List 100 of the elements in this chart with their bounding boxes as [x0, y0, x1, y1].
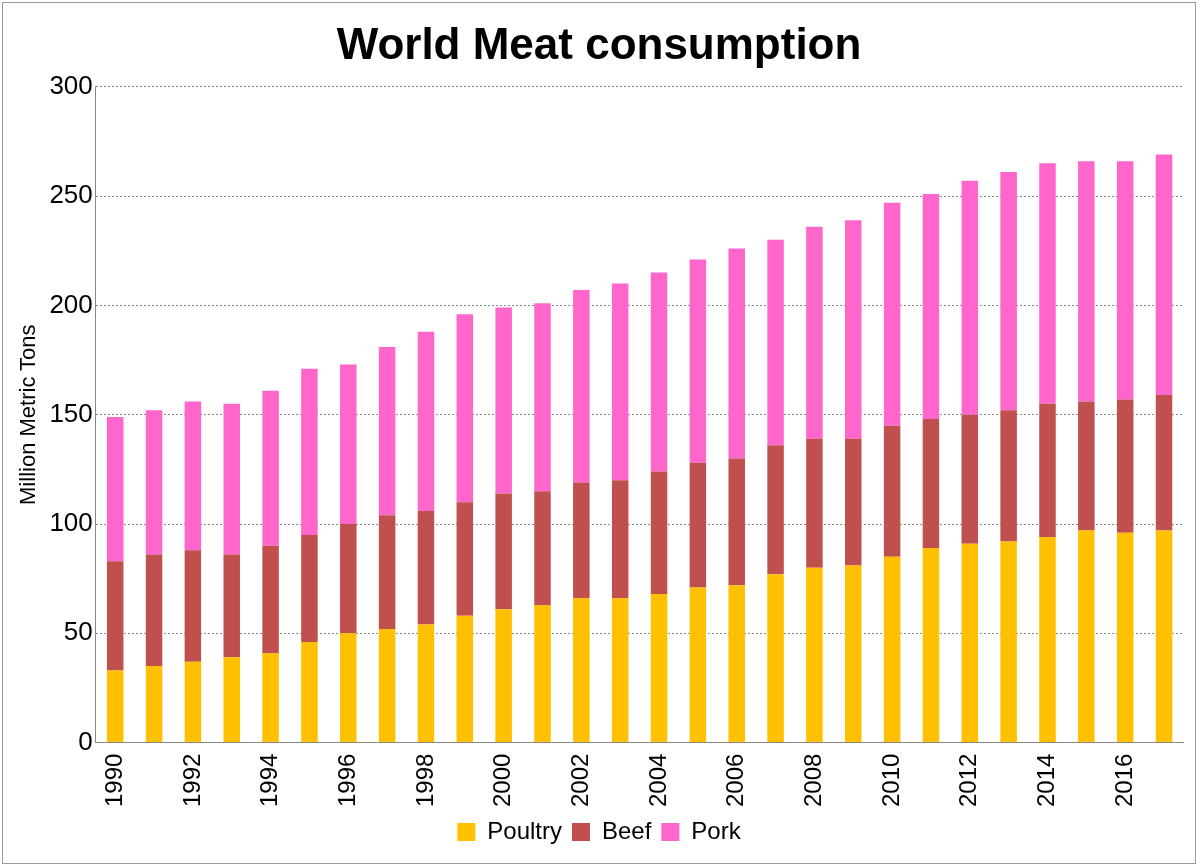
bar	[728, 585, 745, 743]
bar	[806, 226, 823, 439]
bar	[417, 510, 435, 625]
bar	[1155, 395, 1173, 531]
x-tick-label: 2006	[721, 753, 749, 807]
bar	[145, 410, 163, 555]
bar	[767, 239, 784, 446]
bar	[456, 314, 474, 503]
bar	[1000, 541, 1017, 743]
x-tick-label: 2008	[799, 753, 827, 807]
y-tick-label: 50	[63, 616, 93, 647]
x-tick-label: 2016	[1109, 753, 1137, 807]
bar	[378, 628, 396, 743]
bar	[1116, 161, 1134, 400]
bar	[573, 290, 590, 483]
bar	[961, 414, 979, 544]
bar	[611, 598, 629, 743]
bar	[728, 458, 745, 586]
bar	[883, 556, 901, 743]
bar	[106, 561, 124, 671]
x-tick-label: 2010	[876, 753, 904, 807]
legend-label: Pork	[691, 816, 742, 844]
bar	[1078, 401, 1095, 531]
bar	[1000, 172, 1017, 411]
legend-label: Poultry	[487, 816, 562, 844]
bar	[650, 471, 668, 594]
bar	[262, 545, 279, 653]
bar	[650, 272, 668, 472]
bar	[534, 604, 551, 743]
bar	[456, 615, 474, 743]
bar	[845, 565, 862, 743]
x-tick-label: 2012	[954, 753, 982, 807]
bar	[495, 493, 512, 610]
bar	[1000, 410, 1017, 542]
y-axis-title: Million Metric Tons	[15, 324, 41, 505]
bar	[495, 609, 512, 743]
bar	[340, 633, 357, 743]
bar	[223, 657, 240, 743]
bar	[806, 438, 823, 568]
bar	[417, 624, 435, 743]
bar	[223, 554, 240, 658]
bar	[1155, 154, 1173, 396]
bar	[145, 666, 163, 743]
bar	[184, 550, 202, 662]
bar	[767, 574, 784, 743]
y-tick-label: 150	[49, 397, 93, 428]
bar	[689, 259, 707, 463]
bar	[806, 567, 823, 743]
bar	[1078, 161, 1095, 402]
bar	[767, 445, 784, 575]
bar	[1155, 530, 1173, 743]
bar	[417, 331, 435, 511]
y-tick-label: 0	[78, 725, 93, 756]
y-tick-label: 300	[49, 69, 93, 100]
bar	[301, 534, 318, 643]
bar	[378, 515, 396, 629]
bar	[650, 593, 668, 743]
bar	[1039, 537, 1056, 743]
bar	[1039, 403, 1056, 538]
bar	[301, 368, 318, 535]
x-tick-label: 2000	[488, 753, 516, 807]
bar	[456, 502, 474, 616]
y-tick-label: 250	[49, 179, 93, 210]
bar	[340, 524, 357, 634]
bar	[845, 220, 862, 439]
legend-label: Beef	[601, 816, 652, 844]
bar	[883, 202, 901, 426]
bar	[922, 193, 940, 420]
bar	[689, 587, 707, 743]
bar	[922, 548, 940, 743]
chart-title: World Meat consumption	[336, 18, 862, 68]
bar	[534, 303, 551, 492]
x-tick-label: 1998	[410, 753, 438, 807]
bar	[1116, 399, 1134, 533]
bar	[961, 180, 979, 415]
bar	[1078, 530, 1095, 743]
x-tick-label: 2004	[643, 753, 671, 807]
bar	[573, 598, 590, 743]
bar	[495, 307, 512, 494]
bar	[340, 364, 357, 525]
bar	[961, 543, 979, 743]
bar	[534, 491, 551, 605]
x-tick-label: 1990	[99, 753, 127, 807]
bar	[611, 480, 629, 599]
y-tick-label: 200	[49, 288, 93, 319]
bar	[845, 438, 862, 566]
bar	[106, 416, 124, 562]
bar	[1039, 163, 1056, 404]
x-tick-label: 2014	[1032, 753, 1060, 807]
bar	[728, 248, 745, 459]
x-tick-label: 2002	[565, 753, 593, 807]
bar	[689, 462, 707, 588]
bar	[184, 401, 202, 551]
bar	[145, 554, 163, 667]
x-tick-label: 1994	[255, 753, 283, 807]
bar	[223, 403, 240, 555]
bar	[1116, 532, 1134, 743]
x-tick-label: 1996	[332, 753, 360, 807]
bar	[573, 482, 590, 599]
bar	[883, 425, 901, 557]
